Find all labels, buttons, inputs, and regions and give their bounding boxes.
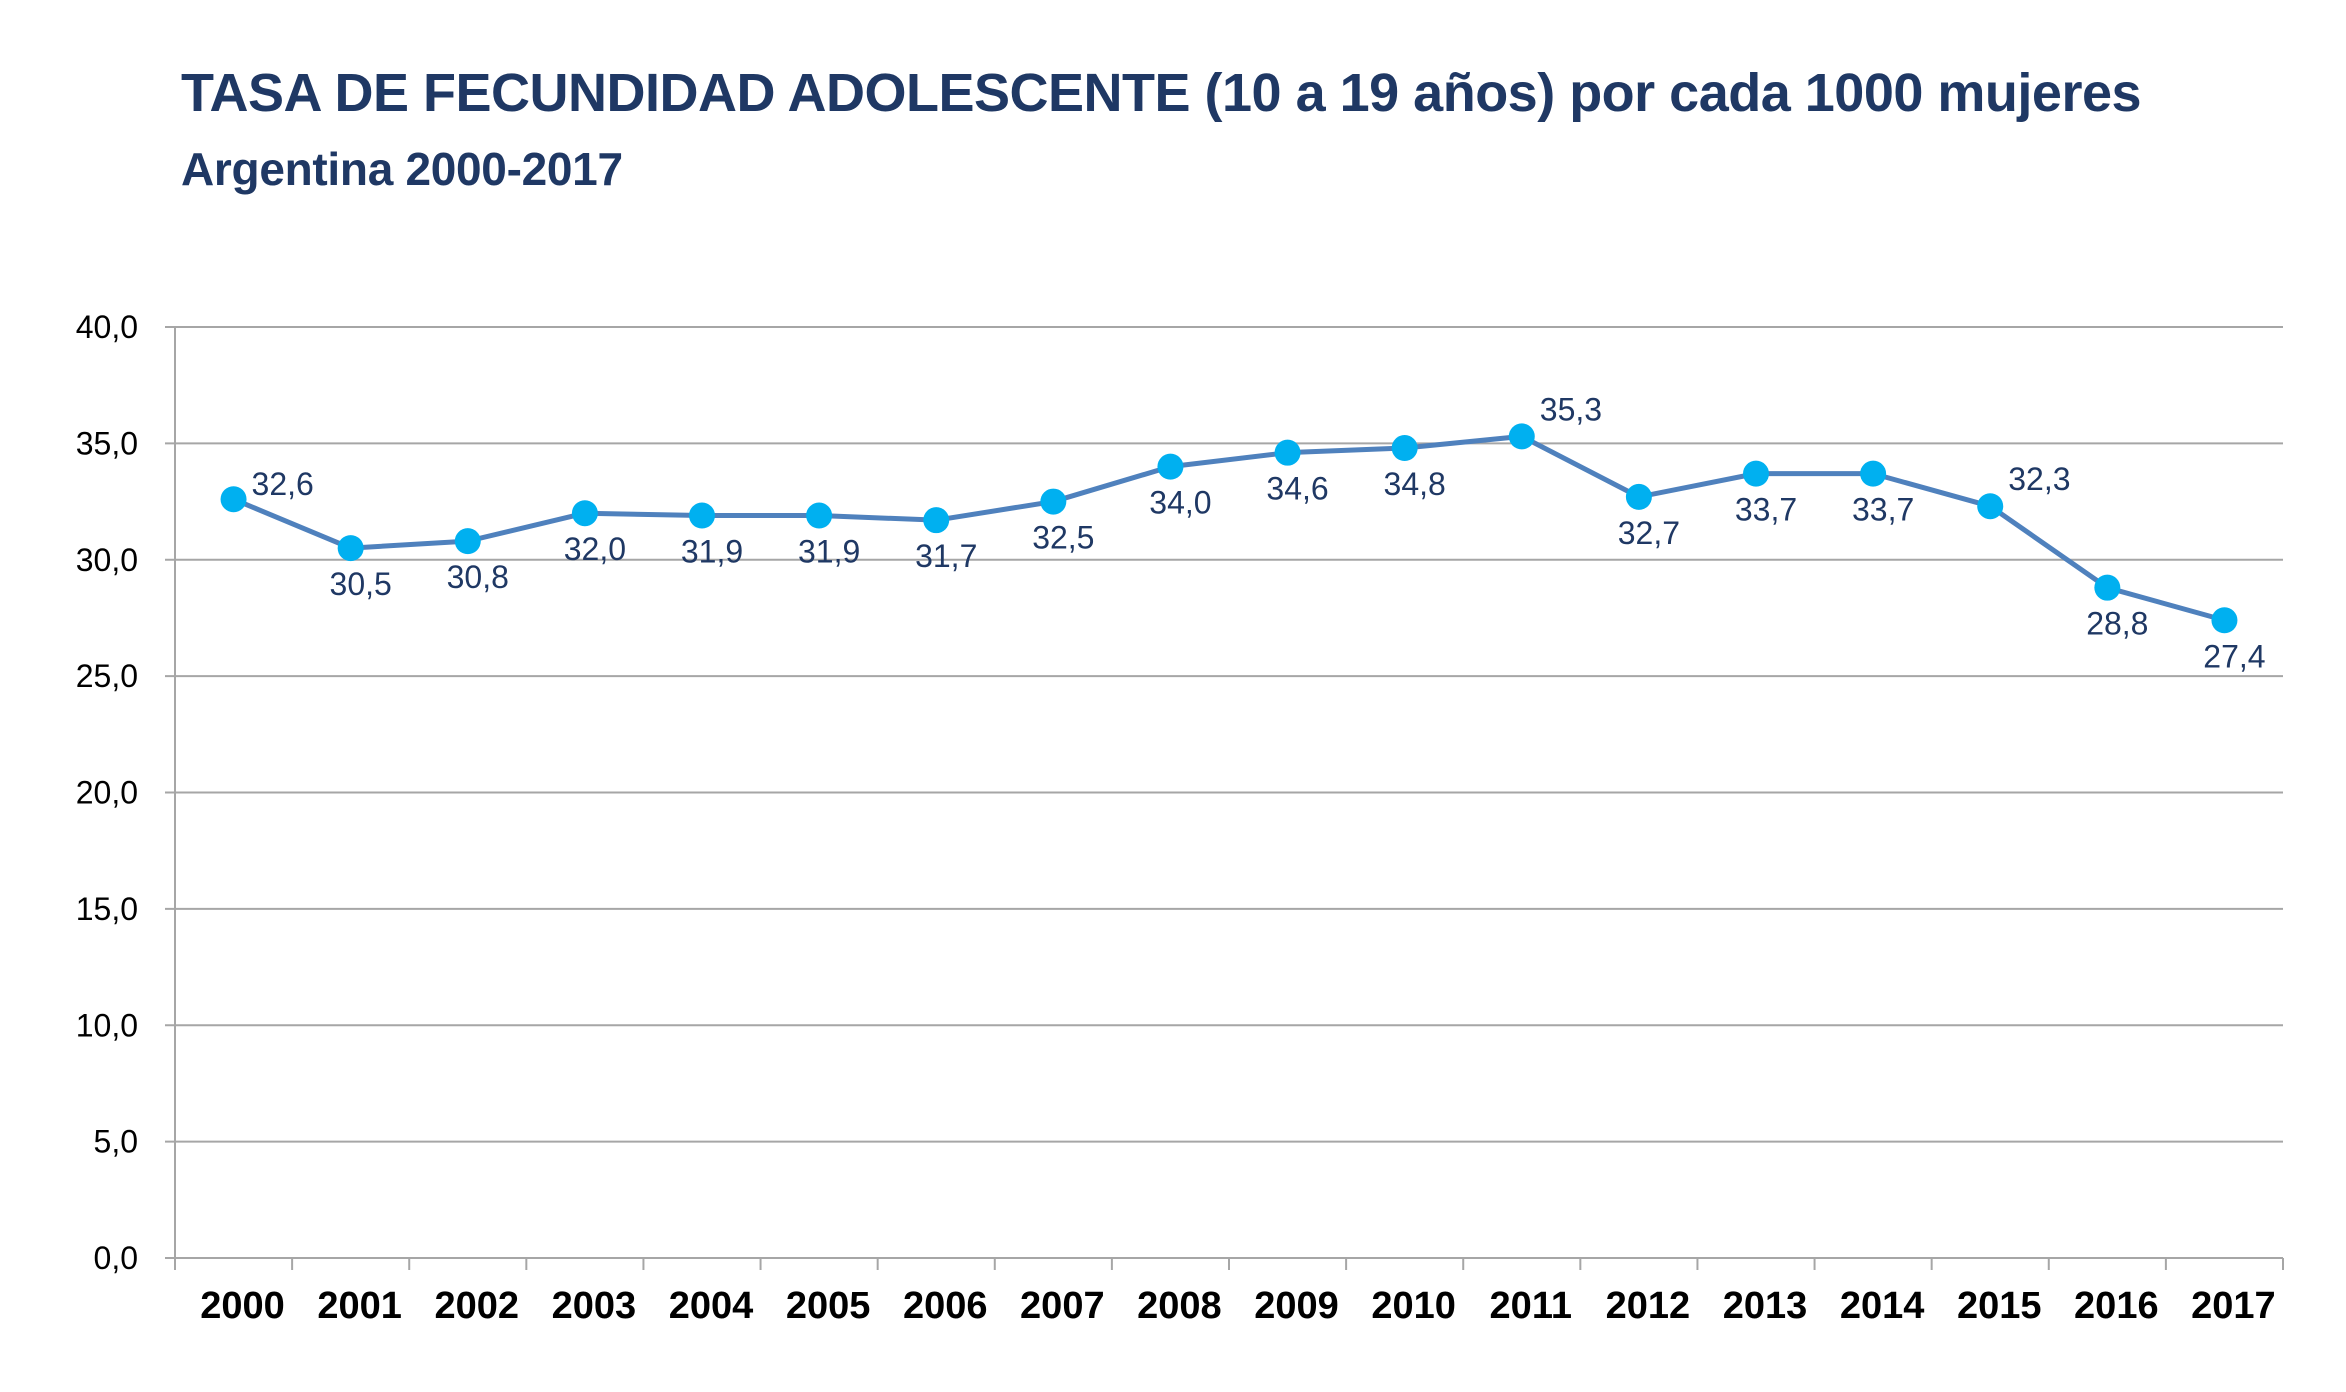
- x-tick-label: 2012: [1606, 1285, 1691, 1327]
- data-label: 34,8: [1384, 466, 1446, 502]
- x-tick-label: 2001: [317, 1285, 402, 1327]
- data-label: 31,9: [798, 534, 860, 570]
- x-tick-label: 2010: [1371, 1285, 1456, 1327]
- data-point: [1860, 460, 1887, 487]
- y-tick-label: 20,0: [76, 775, 138, 811]
- data-label: 33,7: [1852, 492, 1914, 528]
- data-point: [220, 486, 247, 513]
- x-tick-label: 2000: [200, 1285, 285, 1327]
- y-tick-label: 35,0: [76, 425, 138, 461]
- y-tick-labels: 0,0 5,0 10,0 15,0 20,0 25,0 30,0 35,0 40,0: [76, 309, 138, 1276]
- data-label: 32,5: [1032, 520, 1094, 556]
- x-tick-label: 2014: [1840, 1285, 1925, 1327]
- data-point: [1157, 453, 1184, 480]
- data-point: [2211, 607, 2238, 634]
- series-line: [232, 433, 2226, 623]
- x-tick-label: 2003: [552, 1285, 637, 1327]
- chart-title: TASA DE FECUNDIDAD ADOLESCENTE (10 a 19 …: [181, 63, 2142, 123]
- data-label: 28,8: [2086, 606, 2148, 642]
- x-tick-label: 2008: [1137, 1285, 1222, 1327]
- data-point: [337, 535, 364, 562]
- x-tick-label: 2006: [903, 1285, 988, 1327]
- data-label: 32,6: [252, 466, 314, 502]
- x-tick-label: 2015: [1957, 1285, 2042, 1327]
- data-point: [923, 507, 950, 534]
- series-line-path: [232, 433, 2226, 623]
- data-point: [571, 500, 598, 527]
- y-tick-label: 10,0: [76, 1007, 138, 1043]
- x-tick-label: 2017: [2191, 1285, 2276, 1327]
- data-point: [806, 502, 833, 529]
- gridlines: [175, 326, 2283, 1143]
- y-tick-label: 40,0: [76, 309, 138, 345]
- data-label: 32,3: [2008, 461, 2070, 497]
- data-label: 33,7: [1735, 492, 1797, 528]
- data-point: [1977, 493, 2004, 520]
- y-tick-label: 30,0: [76, 542, 138, 578]
- data-point: [1391, 435, 1418, 462]
- x-tick-label: 2016: [2074, 1285, 2159, 1327]
- data-label: 30,5: [330, 566, 392, 602]
- x-tick-label: 2009: [1254, 1285, 1339, 1327]
- x-tick-label: 2011: [1490, 1285, 1572, 1327]
- data-point: [1508, 423, 1535, 450]
- data-labels: 32,6 30,5 30,8 32,0 31,9 31,9 31,7 32,5 34,0 34,6…: [252, 391, 2266, 674]
- x-tick-label: 2013: [1723, 1285, 1808, 1327]
- series-markers: [220, 423, 2238, 634]
- x-tick-label: 2007: [1020, 1285, 1105, 1327]
- y-tick-label: 5,0: [94, 1124, 138, 1160]
- data-label: 31,9: [681, 534, 743, 570]
- data-label: 27,4: [2203, 638, 2265, 674]
- data-point: [689, 502, 715, 529]
- y-tick-label: 25,0: [76, 658, 138, 694]
- data-label: 34,0: [1149, 485, 1211, 521]
- data-label: 30,8: [447, 559, 509, 595]
- data-point: [1743, 460, 1769, 487]
- data-label: 31,7: [915, 538, 977, 574]
- data-point: [2094, 574, 2121, 601]
- data-label: 32,7: [1618, 515, 1680, 551]
- data-point: [1040, 488, 1067, 515]
- y-tick-label: 0,0: [94, 1240, 138, 1276]
- data-point: [454, 528, 481, 555]
- data-label: 32,0: [564, 531, 626, 567]
- x-tick-label: 2004: [669, 1285, 754, 1327]
- data-point: [1625, 483, 1652, 510]
- x-tick-label: 2005: [786, 1285, 871, 1327]
- chart-subtitle: Argentina 2000-2017: [181, 143, 623, 195]
- axes: [165, 326, 2284, 1270]
- data-label: 35,3: [1540, 391, 1602, 427]
- data-label: 34,6: [1266, 471, 1328, 507]
- data-point: [1274, 439, 1301, 466]
- x-tick-labels: 2000 2001 2002 2003 2004 2005 2006 2007 2008 2009…: [200, 1285, 2275, 1327]
- y-tick-label: 15,0: [76, 891, 138, 927]
- x-tick-label: 2002: [435, 1285, 520, 1327]
